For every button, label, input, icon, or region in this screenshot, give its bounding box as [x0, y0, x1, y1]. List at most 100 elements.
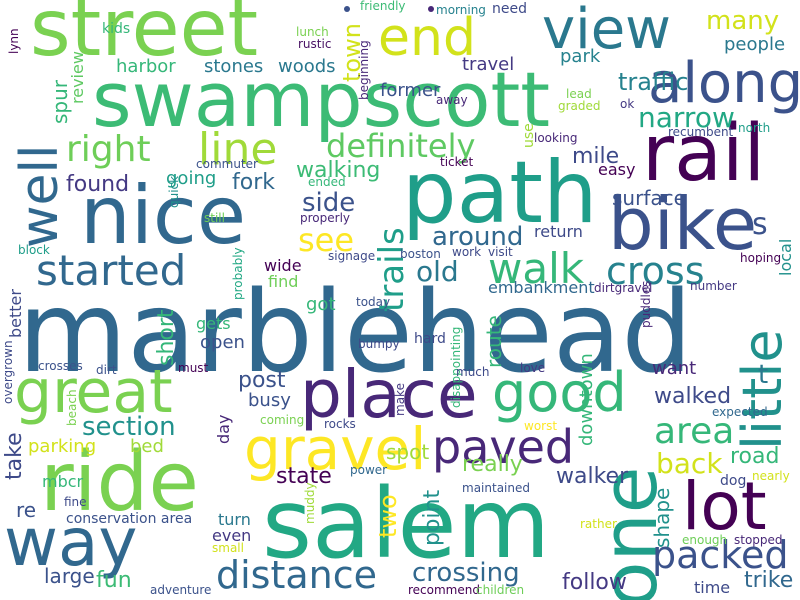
word-fine: fine: [64, 495, 87, 509]
word-spur: spur: [48, 79, 72, 124]
word-back: back: [656, 447, 723, 480]
word-around: around: [432, 222, 524, 252]
word-old: old: [416, 255, 459, 288]
word-narrow: narrow: [638, 101, 735, 134]
word-bumpy: bumpy: [358, 337, 400, 351]
word-area: area: [654, 411, 735, 452]
word-walked: walked: [654, 384, 732, 409]
word-must: must: [178, 361, 209, 375]
word-rocks: rocks: [324, 417, 356, 431]
word-friendly: friendly: [360, 0, 406, 13]
word-recumbent: recumbent: [668, 125, 734, 139]
word-woods: woods: [278, 56, 336, 77]
word-going: going: [166, 168, 217, 189]
word-worst: worst: [524, 419, 558, 433]
word-great: well: [10, 144, 70, 248]
word-beach: beach: [65, 389, 79, 426]
word-packed: packed: [652, 533, 789, 577]
word-gravel: great: [14, 357, 173, 427]
word-nice: nice: [80, 169, 247, 262]
word-large: large: [44, 564, 95, 588]
word-lead: lead: [566, 87, 592, 101]
word-fork: fork: [232, 170, 275, 195]
word-park: park: [560, 46, 601, 67]
word-hoping: hoping: [740, 251, 782, 265]
word-mbcr: mbcr: [42, 472, 84, 491]
word-coming: coming: [260, 413, 305, 427]
word-block: block: [18, 243, 50, 257]
word-morning: morning: [436, 3, 486, 17]
word-right: right: [66, 129, 151, 170]
word-mile: mile: [572, 144, 620, 169]
word-got: got: [306, 294, 336, 315]
word-kids: kids: [102, 21, 131, 37]
word-hard: hard: [414, 331, 446, 347]
word-signage: signage: [328, 249, 376, 263]
word-bed: bed: [130, 436, 164, 457]
word-place: view: [542, 0, 671, 62]
word-spot: spot: [386, 440, 430, 464]
word-looking: looking: [534, 131, 578, 145]
dot-mark: [344, 6, 350, 12]
word-time: time: [694, 578, 731, 597]
word-need: need: [492, 1, 527, 17]
word-stopped: stopped: [734, 533, 783, 547]
word-rustic: rustic: [298, 37, 332, 51]
word-even: even: [212, 526, 252, 545]
word-easy: easy: [598, 160, 636, 179]
word-street: street: [30, 0, 259, 74]
word-shape: shape: [650, 487, 674, 548]
word-harbor: harbor: [116, 56, 176, 77]
word-walker: walker: [556, 464, 629, 489]
word-really: really: [462, 452, 523, 477]
word-love: love: [520, 361, 546, 375]
word-road: road: [730, 444, 780, 469]
word-rather: rather: [580, 517, 617, 531]
word-crosses: crosses: [38, 359, 83, 373]
word-busy: busy: [248, 390, 291, 411]
word-point: point: [420, 489, 445, 546]
word-lot: lot: [682, 468, 767, 545]
word-probably: probably: [231, 247, 245, 300]
word-commuter: commuter: [196, 157, 258, 171]
word-puddles: puddles: [639, 280, 653, 328]
word-swampscott: swampscott: [92, 55, 551, 144]
word-short: short: [154, 309, 179, 366]
word-rail: bike: [608, 182, 758, 266]
word-started: started: [36, 246, 187, 295]
word-properly: properly: [300, 211, 350, 225]
word-dirtgravel: dirtgravel: [594, 281, 653, 295]
word-definitely: definitely: [326, 127, 476, 165]
word-distance: distance: [216, 553, 378, 597]
word-found: found: [66, 172, 130, 197]
word-boston: boston: [400, 247, 441, 261]
word-recommend: recommend: [408, 583, 480, 597]
word-ok: ok: [620, 97, 635, 111]
word-find: find: [268, 272, 299, 291]
word-cross: cross: [606, 249, 705, 293]
word-parking: parking: [28, 436, 97, 457]
word-today: today: [356, 295, 391, 309]
word-day: day: [214, 414, 233, 444]
word-lynn: lynn: [7, 28, 21, 54]
word-children: children: [476, 583, 525, 597]
word-muddy: muddy: [303, 482, 317, 524]
word-side: side: [302, 188, 356, 218]
word-embankment: embankment: [488, 278, 595, 297]
word-s: s: [752, 207, 768, 242]
word-local: local: [776, 238, 795, 276]
word-lunch: lunch: [296, 25, 329, 39]
word-state: state: [276, 464, 332, 489]
word-trike: trike: [744, 568, 794, 593]
word-follow: follow: [562, 570, 627, 595]
word-re: re: [16, 498, 37, 522]
word-still: still: [204, 211, 225, 225]
word-paved: paved: [432, 420, 575, 474]
word-nearly: nearly: [752, 469, 790, 483]
word-open: open: [200, 332, 245, 353]
word-ride: ride: [40, 435, 199, 530]
word-view: end: [378, 8, 476, 68]
word-north: north: [738, 121, 771, 135]
word-return: return: [534, 222, 583, 241]
